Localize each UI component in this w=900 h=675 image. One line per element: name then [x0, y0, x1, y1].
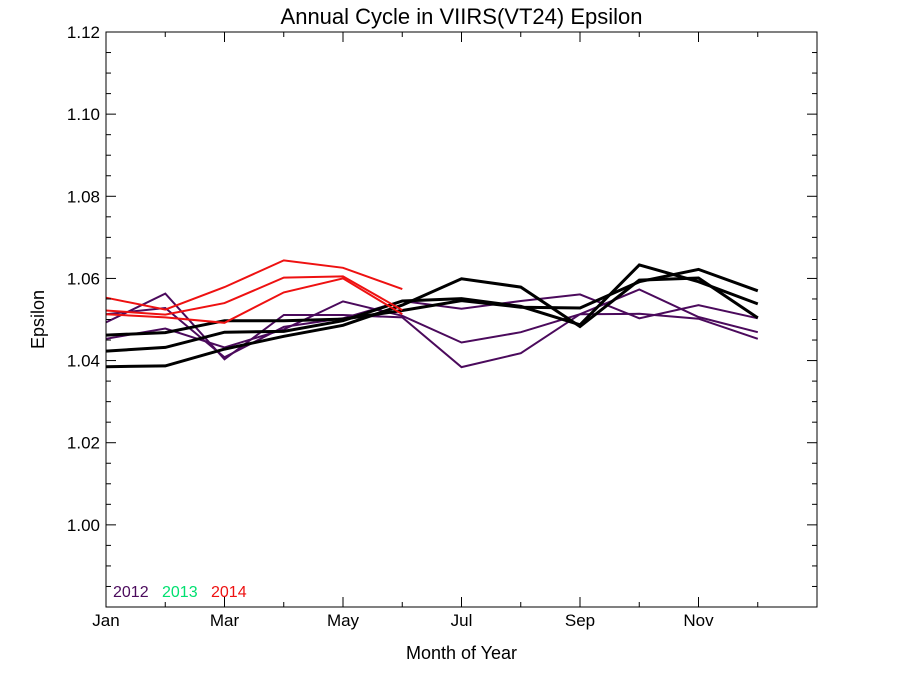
y-tick-label: 1.12 — [67, 23, 100, 42]
y-axis-label: Epsilon — [28, 290, 48, 349]
series-layer — [105, 259, 759, 369]
x-tick-label: Sep — [565, 611, 595, 630]
x-tick-label: Jan — [92, 611, 119, 630]
x-tick-label: May — [327, 611, 360, 630]
series-line-3 — [105, 276, 759, 369]
y-tick-label: 1.10 — [67, 105, 100, 124]
x-tick-label: Mar — [210, 611, 240, 630]
legend: 2012 2013 2014 — [113, 584, 247, 601]
y-tick-label: 1.02 — [67, 434, 100, 453]
series-line-7 — [105, 275, 403, 316]
legend-entry-2014: 2014 — [211, 584, 247, 601]
x-tick-label: Nov — [683, 611, 714, 630]
ticks-layer: Jan Mar May Jul Sep Nov 1.00 1.02 1.04 1.06 1.08 1.… — [67, 23, 817, 630]
y-tick-label: 1.00 — [67, 516, 100, 535]
legend-entry-2013: 2013 — [162, 584, 198, 601]
x-tick-label: Jul — [451, 611, 473, 630]
x-axis-label: Month of Year — [406, 643, 517, 663]
chart-title: Annual Cycle in VIIRS(VT24) Epsilon — [281, 4, 643, 29]
series-line-1 — [105, 288, 759, 349]
y-tick-label: 1.08 — [67, 187, 100, 206]
y-tick-label: 1.06 — [67, 269, 100, 288]
legend-entry-2012: 2012 — [113, 584, 149, 601]
series-line-8 — [105, 277, 403, 324]
y-tick-label: 1.04 — [67, 352, 100, 371]
series-line-4 — [105, 263, 759, 353]
series-line-6 — [105, 259, 403, 311]
